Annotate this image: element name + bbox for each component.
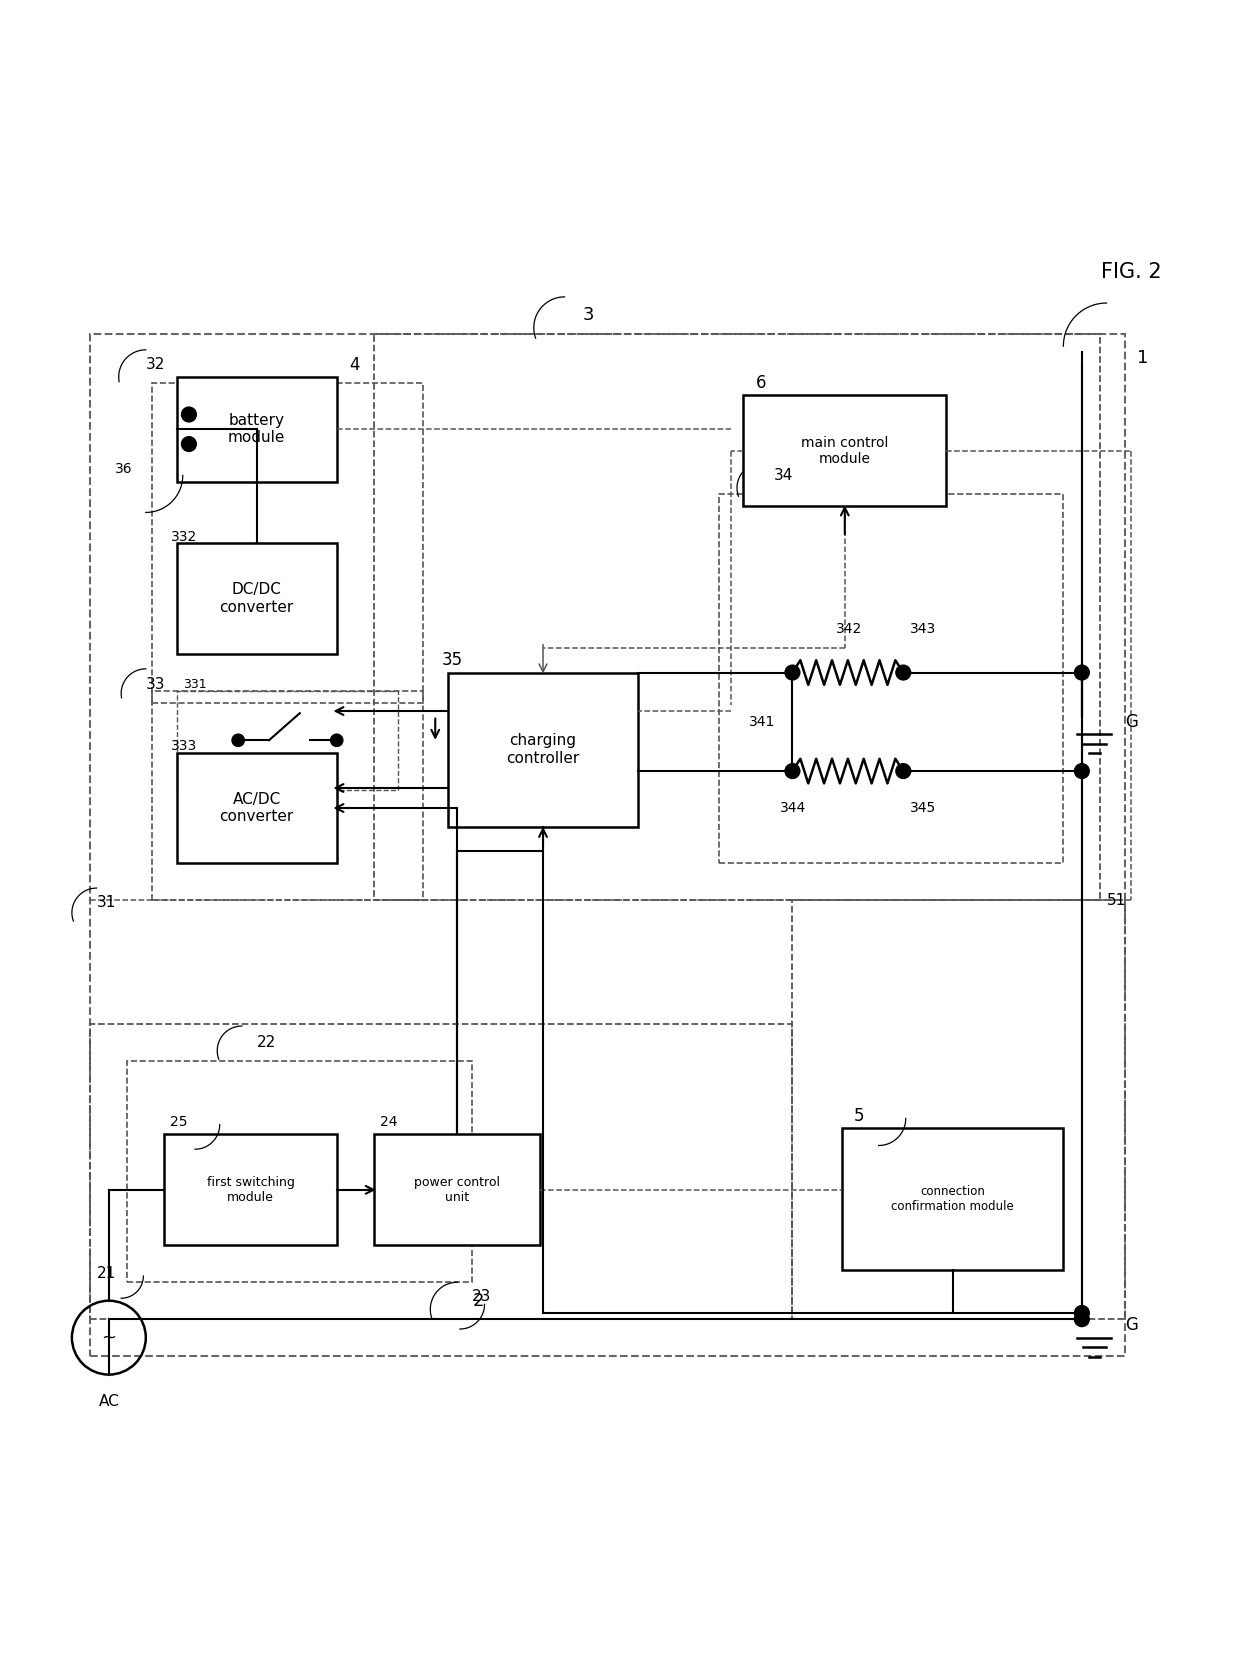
- Bar: [153, 691, 423, 901]
- Text: main control
module: main control module: [801, 436, 889, 466]
- Circle shape: [785, 764, 800, 779]
- Text: 331: 331: [182, 678, 206, 691]
- Bar: [718, 494, 1064, 863]
- Text: 345: 345: [909, 802, 936, 815]
- Bar: [91, 1023, 792, 1319]
- Text: connection
confirmation module: connection confirmation module: [892, 1185, 1014, 1213]
- Text: 24: 24: [379, 1116, 397, 1129]
- Bar: [373, 1134, 539, 1245]
- Text: DC/DC
converter: DC/DC converter: [219, 582, 294, 615]
- Text: 341: 341: [749, 714, 776, 729]
- Text: 22: 22: [257, 1035, 277, 1050]
- Bar: [448, 673, 639, 826]
- Text: AC: AC: [98, 1393, 119, 1410]
- Text: battery
module: battery module: [228, 413, 285, 446]
- Circle shape: [331, 734, 343, 747]
- Text: 25: 25: [170, 1116, 188, 1129]
- Text: power control
unit: power control unit: [414, 1175, 500, 1203]
- Bar: [91, 334, 1125, 1355]
- Bar: [176, 691, 398, 790]
- Text: 5: 5: [854, 1108, 864, 1126]
- Text: 332: 332: [170, 531, 197, 544]
- Circle shape: [181, 436, 196, 451]
- Text: 31: 31: [97, 896, 115, 911]
- Text: 343: 343: [909, 623, 936, 636]
- Text: charging
controller: charging controller: [506, 734, 579, 765]
- Text: 4: 4: [348, 355, 360, 374]
- Text: 33: 33: [146, 678, 165, 693]
- Bar: [153, 383, 423, 703]
- Text: AC/DC
converter: AC/DC converter: [219, 792, 294, 825]
- Circle shape: [895, 764, 910, 779]
- Text: 344: 344: [780, 802, 806, 815]
- Text: G: G: [1125, 712, 1138, 731]
- Text: first switching
module: first switching module: [207, 1175, 294, 1203]
- Text: 3: 3: [583, 306, 594, 324]
- Bar: [842, 1129, 1064, 1270]
- Text: 2: 2: [472, 1291, 484, 1309]
- Circle shape: [1075, 1312, 1089, 1327]
- Circle shape: [1075, 1306, 1089, 1321]
- Bar: [164, 1134, 337, 1245]
- Text: 333: 333: [170, 739, 197, 754]
- Text: 1: 1: [1137, 349, 1148, 367]
- Bar: [792, 901, 1125, 1319]
- Circle shape: [1075, 764, 1089, 779]
- Bar: [373, 334, 1100, 901]
- Circle shape: [232, 734, 244, 747]
- Bar: [176, 377, 337, 481]
- Circle shape: [895, 665, 910, 679]
- Text: FIG. 2: FIG. 2: [1101, 263, 1162, 283]
- Text: 35: 35: [441, 651, 463, 669]
- Circle shape: [785, 665, 800, 679]
- Bar: [128, 1061, 472, 1283]
- Text: 342: 342: [836, 623, 862, 636]
- Bar: [743, 395, 946, 506]
- Bar: [176, 752, 337, 863]
- Text: 51: 51: [1106, 893, 1126, 907]
- Text: 36: 36: [115, 463, 133, 476]
- Circle shape: [1075, 665, 1089, 679]
- Bar: [176, 544, 337, 655]
- Text: 32: 32: [146, 357, 165, 372]
- Text: G: G: [1125, 1316, 1138, 1334]
- Text: 21: 21: [97, 1266, 115, 1281]
- Text: ~: ~: [102, 1329, 117, 1347]
- Text: 6: 6: [755, 374, 766, 392]
- Text: 34: 34: [774, 468, 794, 483]
- Circle shape: [181, 407, 196, 422]
- Text: 23: 23: [472, 1289, 491, 1304]
